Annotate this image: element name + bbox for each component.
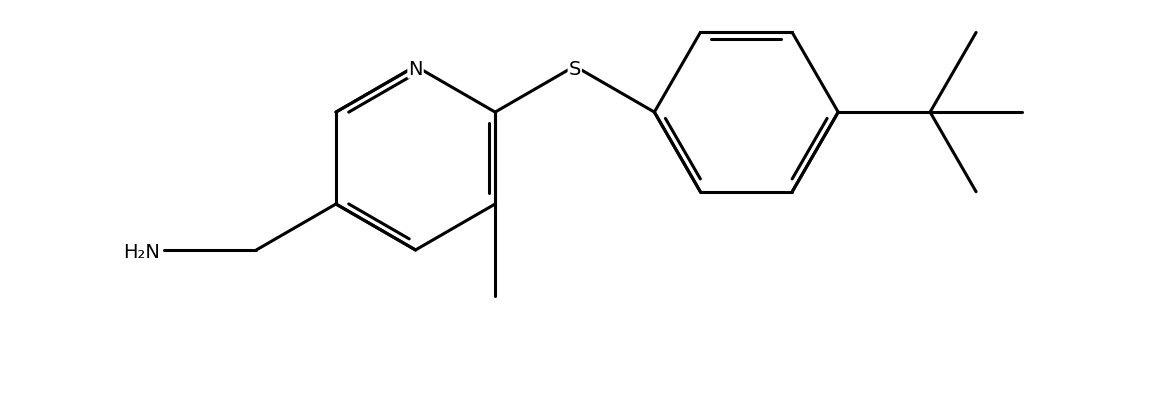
Text: S: S	[568, 59, 581, 79]
Text: H₂N: H₂N	[123, 243, 160, 262]
Text: N: N	[408, 59, 423, 79]
